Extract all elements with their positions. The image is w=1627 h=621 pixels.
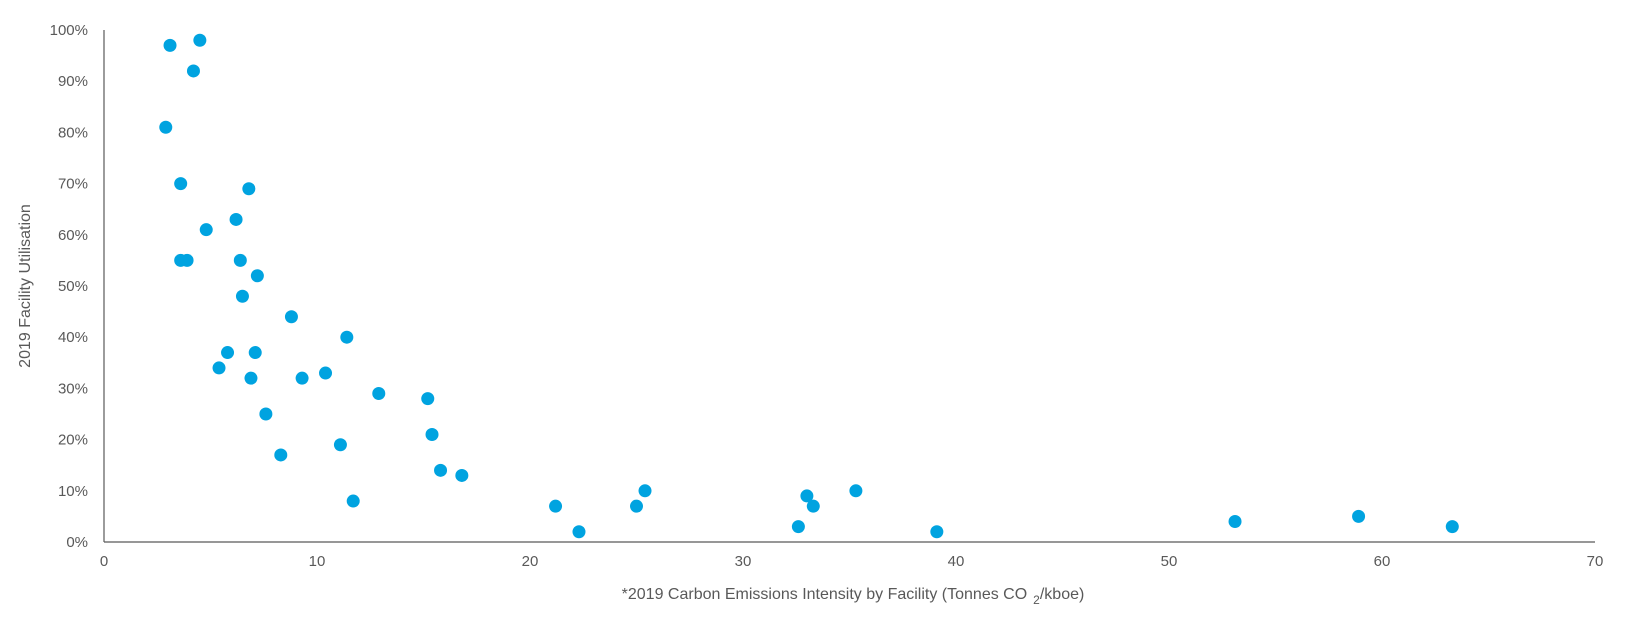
data-point	[1445, 520, 1459, 534]
data-point	[244, 371, 258, 385]
data-point	[800, 489, 814, 503]
y-tick-label: 10%	[58, 483, 88, 500]
data-point	[221, 346, 235, 360]
y-tick-label: 100%	[50, 22, 88, 39]
y-tick-label: 70%	[58, 176, 88, 193]
data-point	[372, 387, 386, 401]
data-point	[274, 448, 288, 462]
data-point	[295, 371, 309, 385]
data-point	[346, 494, 360, 508]
data-point	[455, 468, 469, 482]
data-point	[180, 253, 194, 267]
x-axis-title: *2019 Carbon Emissions Intensity by Faci…	[622, 586, 1085, 607]
data-point	[434, 463, 448, 477]
data-point	[1228, 515, 1242, 529]
data-point	[791, 520, 805, 534]
data-point	[549, 499, 563, 513]
x-axis-title-main: *2019 Carbon Emissions Intensity by Faci…	[622, 586, 1028, 603]
y-tick-label: 30%	[58, 380, 88, 397]
data-point	[572, 525, 586, 539]
y-tick-label: 90%	[58, 73, 88, 90]
data-points	[159, 33, 1459, 539]
y-tick-label: 0%	[66, 534, 88, 551]
data-point	[333, 438, 347, 452]
x-tick-label: 40	[948, 553, 965, 570]
data-point	[319, 366, 333, 380]
data-point	[259, 407, 273, 421]
data-point	[806, 499, 820, 513]
x-axis-ticks: 0 10 20 30 40 50 60 70	[100, 553, 1604, 570]
data-point	[930, 525, 944, 539]
y-axis-title: 2019 Facility Utilisation	[17, 204, 34, 368]
data-point	[630, 499, 643, 513]
data-point	[233, 253, 247, 267]
x-tick-label: 60	[1374, 553, 1391, 570]
x-axis-title-subscript: 2	[1033, 593, 1040, 607]
data-point	[235, 289, 249, 303]
data-point	[163, 38, 177, 52]
data-point	[425, 427, 439, 441]
y-tick-label: 80%	[58, 124, 88, 141]
data-point	[242, 182, 256, 196]
y-tick-label: 40%	[58, 329, 88, 346]
x-tick-label: 10	[309, 553, 326, 570]
data-point	[849, 484, 863, 498]
data-point	[193, 33, 207, 47]
data-point	[1352, 509, 1366, 523]
data-point	[340, 330, 354, 344]
x-tick-label: 30	[735, 553, 752, 570]
data-point	[159, 120, 173, 134]
y-axis-ticks: 0% 10% 20% 30% 40% 50% 60% 70% 80% 90% 100%	[50, 22, 88, 551]
data-point	[248, 346, 262, 360]
y-tick-label: 60%	[58, 227, 88, 244]
data-point	[199, 223, 213, 237]
x-tick-label: 70	[1587, 553, 1604, 570]
x-tick-label: 50	[1161, 553, 1178, 570]
y-tick-label: 50%	[58, 278, 88, 295]
data-point	[186, 64, 200, 78]
data-point	[421, 392, 435, 406]
data-point	[229, 212, 243, 226]
data-point	[174, 177, 188, 191]
data-point	[250, 269, 264, 283]
y-tick-label: 20%	[58, 432, 88, 449]
x-axis-title-tail: /kboe)	[1040, 586, 1084, 603]
data-point	[284, 310, 298, 324]
x-tick-label: 0	[100, 553, 108, 570]
x-tick-label: 20	[522, 553, 539, 570]
data-point	[638, 484, 652, 498]
data-point	[212, 361, 226, 375]
